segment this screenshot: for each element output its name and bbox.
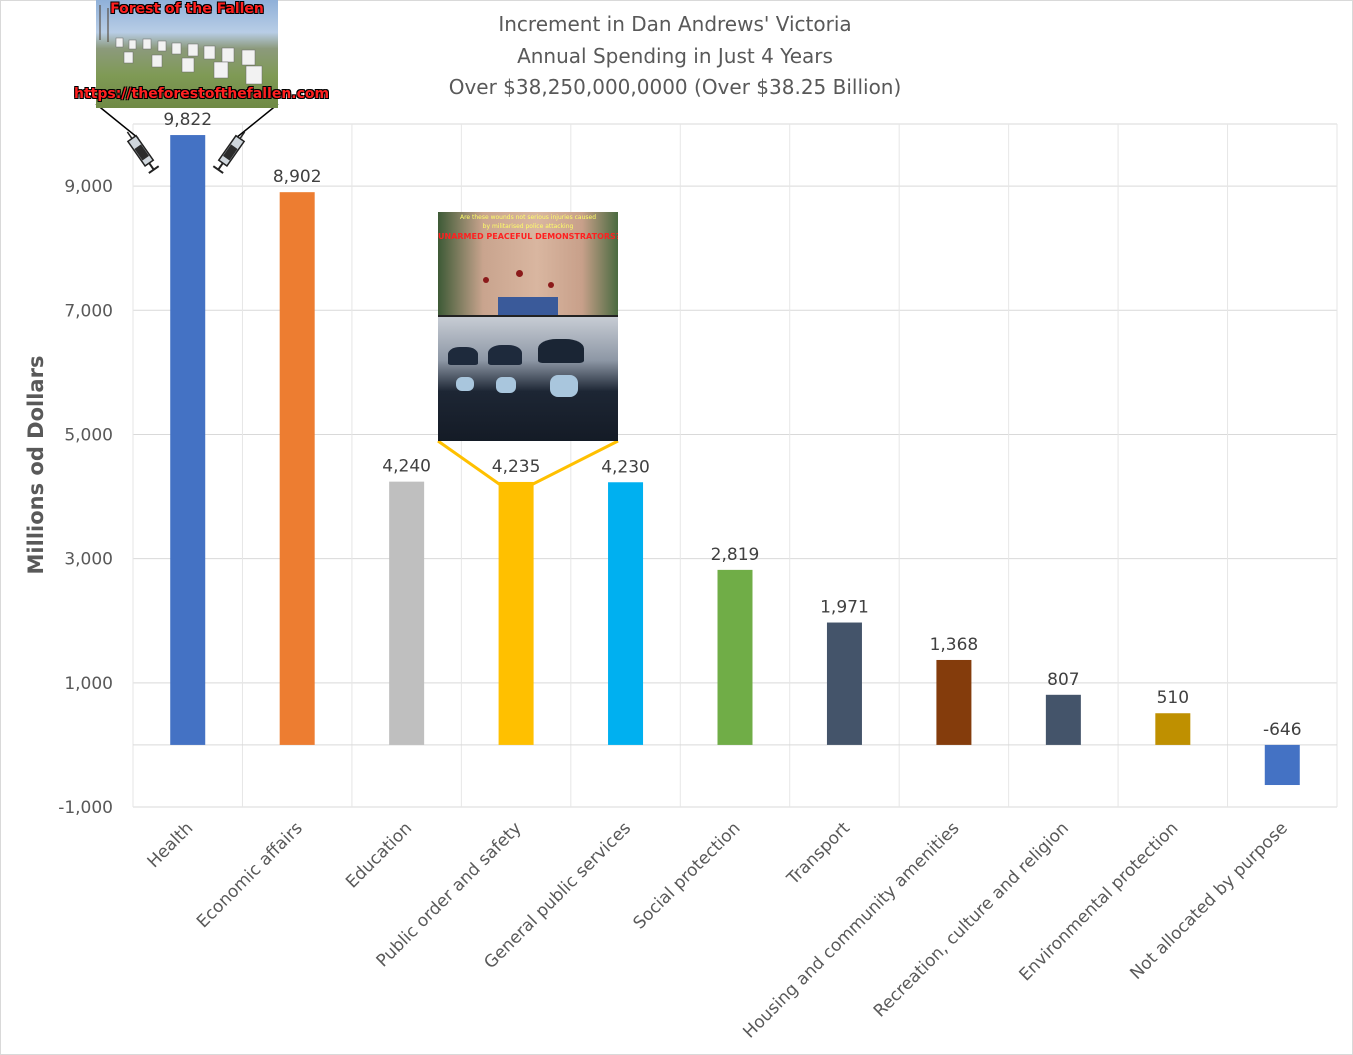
bar-health bbox=[170, 135, 206, 745]
x-tick-label: Transport bbox=[783, 818, 854, 889]
chart-title-line-1: Increment in Dan Andrews' Victoria bbox=[498, 12, 852, 36]
syringe-grip bbox=[212, 165, 224, 174]
y-tick-label: 1,000 bbox=[64, 674, 113, 694]
x-tick-label: Recreation, culture and religion bbox=[870, 818, 1073, 1021]
syringe-needle bbox=[239, 131, 246, 139]
y-tick-label: 9,000 bbox=[64, 177, 113, 197]
police-officers-photo bbox=[438, 317, 618, 441]
data-label: 4,230 bbox=[601, 457, 650, 477]
x-tick-label: Education bbox=[342, 818, 416, 892]
syringe-grip bbox=[148, 165, 160, 174]
x-tick-label: Economic affairs bbox=[193, 818, 307, 932]
y-tick-label: -1,000 bbox=[58, 798, 113, 818]
syringe-liquid bbox=[134, 144, 150, 161]
bar-public-order-and-safety bbox=[498, 481, 534, 745]
syringe-liquid bbox=[222, 144, 238, 161]
data-label: -646 bbox=[1263, 720, 1302, 740]
callout-line-left bbox=[95, 103, 139, 139]
wounds-caption-1: Are these wounds not serious injuries ca… bbox=[459, 214, 597, 221]
bar-general-public-services bbox=[608, 482, 644, 745]
y-tick-label: 7,000 bbox=[64, 301, 113, 321]
wounds-caption-3: UNARMED PEACEFUL DEMONSTRATORS? bbox=[438, 232, 618, 241]
y-tick-label: 5,000 bbox=[64, 425, 113, 445]
forest-of-the-fallen-image: Forest of the Fallen bbox=[96, 0, 278, 108]
forest-heading: Forest of the Fallen bbox=[110, 1, 264, 17]
police-collage-image: Are these wounds not serious injuries ca… bbox=[438, 212, 618, 441]
syringe-plunger bbox=[148, 162, 155, 171]
x-tick-label: Social protection bbox=[630, 818, 745, 933]
data-label: 4,240 bbox=[382, 457, 431, 477]
data-label: 2,819 bbox=[711, 545, 760, 565]
syringe-plunger bbox=[217, 162, 224, 171]
bar-economic-affairs bbox=[279, 192, 315, 745]
syringe-right-icon bbox=[212, 131, 246, 174]
syringe-left-icon bbox=[126, 131, 160, 174]
bar-education bbox=[389, 481, 425, 745]
data-label: 1,368 bbox=[930, 635, 979, 655]
bar-social-protection bbox=[717, 569, 753, 745]
memorial-signs-icon bbox=[99, 5, 263, 85]
x-tick-label: Housing and community amenities bbox=[739, 818, 963, 1042]
data-label: 4,235 bbox=[492, 457, 541, 477]
data-label: 807 bbox=[1047, 670, 1079, 690]
data-label: 9,822 bbox=[163, 110, 212, 130]
bar-environmental-protection bbox=[1155, 713, 1191, 745]
x-tick-label: Health bbox=[144, 818, 198, 872]
bar-recreation-culture-and-religion bbox=[1045, 694, 1081, 745]
y-axis-label: Millions od Dollars bbox=[24, 355, 48, 575]
data-label: 8,902 bbox=[273, 167, 322, 187]
y-tick-label: 3,000 bbox=[64, 550, 113, 570]
data-label: 1,971 bbox=[820, 598, 869, 618]
forest-url-link[interactable]: https://theforestofthefallen.com bbox=[74, 86, 330, 102]
wounds-caption-2: by militarised police attacking bbox=[482, 223, 574, 230]
wounds-photo: Are these wounds not serious injuries ca… bbox=[438, 212, 618, 315]
bar-transport bbox=[826, 622, 862, 745]
callout-connector bbox=[437, 439, 619, 486]
data-label: 510 bbox=[1157, 688, 1189, 708]
syringe-needle bbox=[126, 131, 133, 139]
bar-not-allocated-by-purpose bbox=[1264, 744, 1300, 786]
callout-line-right bbox=[235, 103, 279, 139]
chart-title-line-2: Annual Spending in Just 4 Years bbox=[517, 44, 833, 68]
chart-title-line-3: Over $38,250,000,0000 (Over $38.25 Billi… bbox=[448, 75, 902, 99]
bar-housing-and-community-amenities bbox=[936, 659, 972, 745]
